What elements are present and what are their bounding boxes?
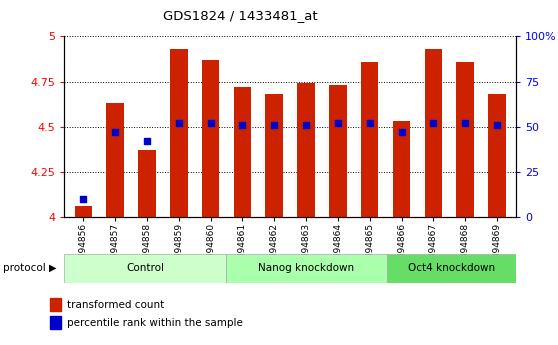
Bar: [393, 121, 410, 217]
Text: Oct4 knockdown: Oct4 knockdown: [408, 263, 495, 273]
Point: [206, 120, 215, 126]
Bar: [50, 316, 61, 329]
Bar: [170, 49, 187, 217]
Bar: [297, 83, 315, 217]
Bar: [456, 61, 474, 217]
Text: transformed count: transformed count: [67, 300, 164, 309]
Point: [365, 120, 374, 126]
Point: [238, 122, 247, 128]
Point: [461, 120, 470, 126]
Point: [110, 129, 119, 135]
Bar: [361, 61, 378, 217]
Point: [142, 138, 151, 144]
Text: Nanog knockdown: Nanog knockdown: [258, 263, 354, 273]
Point: [493, 122, 502, 128]
Point: [334, 120, 343, 126]
Bar: [75, 207, 92, 217]
Point: [174, 120, 183, 126]
Bar: [387, 254, 516, 283]
Bar: [50, 298, 61, 311]
Bar: [234, 87, 251, 217]
Bar: [329, 85, 347, 217]
Text: Control: Control: [126, 263, 164, 273]
Text: percentile rank within the sample: percentile rank within the sample: [67, 318, 243, 328]
Bar: [488, 94, 506, 217]
Point: [429, 120, 438, 126]
Bar: [266, 94, 283, 217]
Point: [397, 129, 406, 135]
Bar: [107, 103, 124, 217]
Text: protocol: protocol: [3, 263, 46, 273]
Text: GDS1824 / 1433481_at: GDS1824 / 1433481_at: [162, 9, 318, 22]
Bar: [64, 254, 225, 283]
Bar: [138, 150, 156, 217]
Bar: [425, 49, 442, 217]
Point: [302, 122, 311, 128]
Bar: [225, 254, 387, 283]
Point: [79, 197, 88, 202]
Bar: [202, 60, 219, 217]
Point: [270, 122, 278, 128]
Text: ▶: ▶: [49, 263, 57, 273]
